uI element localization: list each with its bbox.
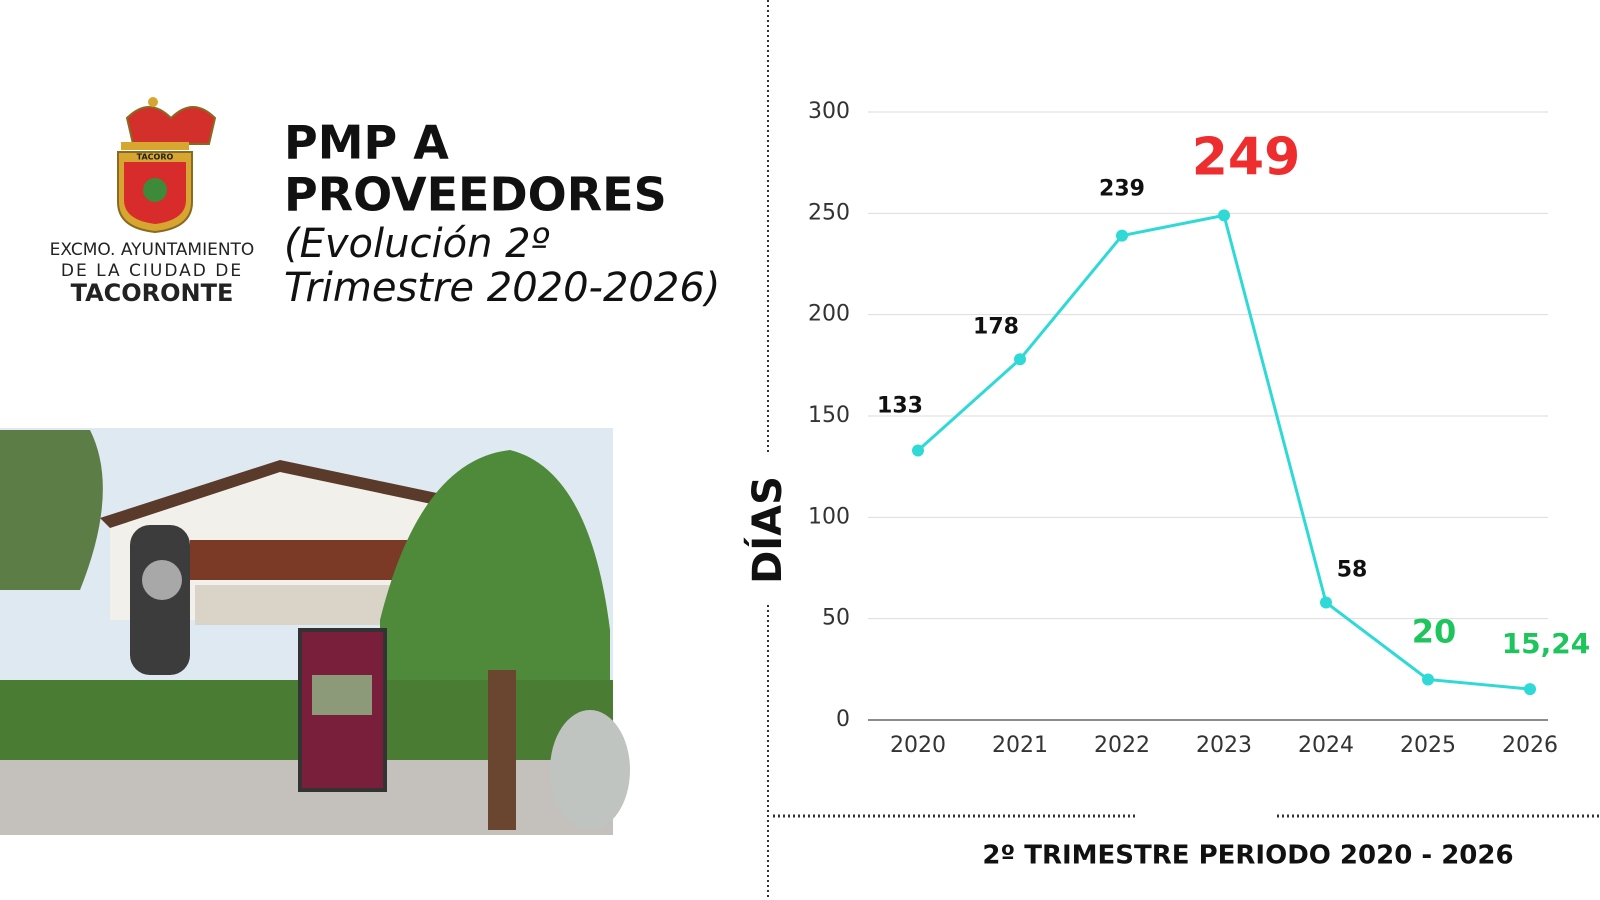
y-tick-label: 300 xyxy=(808,99,850,124)
x-tick-label: 2025 xyxy=(1400,733,1456,758)
y-axis-label: DÍAS xyxy=(743,476,791,584)
x-tick-label: 2023 xyxy=(1196,733,1252,758)
data-label: 15,24 xyxy=(1502,627,1591,660)
data-point xyxy=(1218,209,1230,222)
data-label: 20 xyxy=(1412,612,1457,650)
x-tick-label: 2024 xyxy=(1298,733,1354,758)
photo xyxy=(0,428,630,835)
subtitle-line: (Evolución 2º xyxy=(284,221,550,267)
data-label: 239 xyxy=(1099,177,1145,202)
x-tick-label: 2026 xyxy=(1502,733,1558,758)
y-tick-label: 150 xyxy=(808,403,850,428)
data-point xyxy=(1524,683,1536,696)
data-label: 178 xyxy=(973,314,1019,339)
data-point xyxy=(912,444,924,457)
shield-text: TACORO xyxy=(137,153,174,162)
x-axis-label: 2º TRIMESTRE PERIODO 2020 - 2026 xyxy=(982,841,1513,871)
title-line: PROVEEDORES xyxy=(284,168,667,222)
y-tick-label: 0 xyxy=(836,707,850,732)
data-point xyxy=(1422,673,1434,686)
data-point xyxy=(1116,229,1128,242)
chart: 0 50 100 150 200 250 300 2020 2021 2022 2023 2024 20… xyxy=(808,99,1590,758)
data-label: 249 xyxy=(1192,127,1301,187)
shield-logo xyxy=(117,97,217,234)
y-tick-label: 100 xyxy=(808,504,850,529)
data-label: 58 xyxy=(1337,557,1368,582)
logo-line: TACORONTE xyxy=(71,279,234,307)
subtitle-line: Trimestre 2020-2026) xyxy=(284,265,720,311)
data-label: 133 xyxy=(877,393,923,418)
title-line: PMP A xyxy=(284,116,449,170)
y-tick-label: 250 xyxy=(808,200,850,225)
data-point xyxy=(1320,596,1332,609)
data-point xyxy=(1014,353,1026,366)
logo-line: EXCMO. AYUNTAMIENTO xyxy=(50,240,255,260)
x-tick-label: 2022 xyxy=(1094,733,1150,758)
logo-line: DE LA CIUDAD DE xyxy=(61,261,243,281)
y-tick-label: 200 xyxy=(808,302,850,327)
y-tick-label: 50 xyxy=(822,606,850,631)
x-tick-label: 2020 xyxy=(890,733,946,758)
x-tick-label: 2021 xyxy=(992,733,1048,758)
